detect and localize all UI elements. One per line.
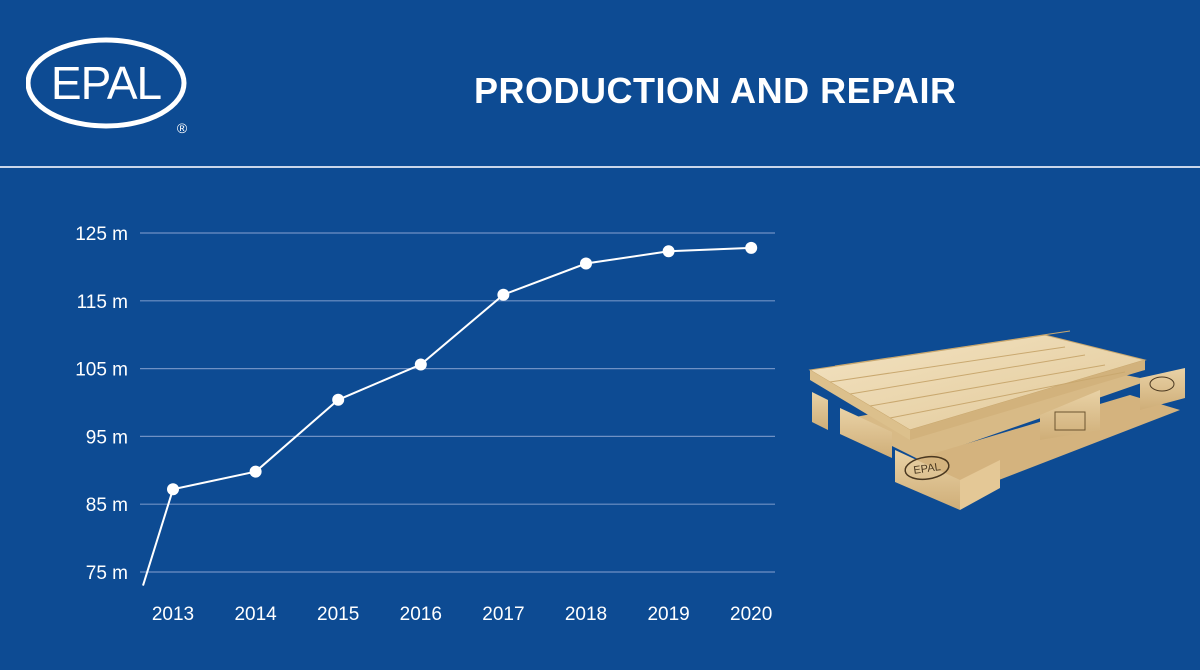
x-tick-label: 2014 [234, 604, 277, 625]
data-point [497, 288, 510, 301]
x-axis-labels: 2013 2014 2015 2016 2017 2018 2019 2020 [152, 604, 772, 625]
y-tick-label: 115 m [77, 292, 128, 313]
page-title: PRODUCTION AND REPAIR [474, 70, 957, 111]
x-tick-label: 2016 [400, 604, 442, 625]
header: EPAL ® PRODUCTION AND REPAIR [0, 0, 1200, 166]
pallet-stamp-text: EPAL [913, 461, 942, 477]
logo-text: EPAL [51, 57, 162, 109]
x-tick-label: 2018 [565, 604, 607, 625]
y-tick-label: 75 m [86, 563, 128, 584]
series-line [142, 246, 752, 586]
data-point [580, 257, 592, 270]
epal-logo: EPAL ® [26, 37, 188, 136]
header-divider [0, 166, 1200, 168]
grid-lines [140, 232, 775, 573]
x-tick-label: 2015 [317, 604, 359, 625]
data-point [332, 393, 345, 406]
data-point [414, 358, 427, 371]
y-axis-labels: 75 m 85 m 95 m 105 m 115 m 125 m [75, 224, 128, 584]
data-point [662, 245, 675, 258]
x-tick-label: 2019 [647, 604, 689, 625]
data-point [167, 483, 179, 496]
line-chart: 75 m 85 m 95 m 105 m 115 m 125 m 2013 2014 2015… [75, 224, 775, 625]
registered-mark: ® [177, 120, 188, 136]
y-tick-label: 125 m [75, 224, 128, 245]
y-tick-label: 105 m [75, 360, 128, 381]
data-point [249, 465, 262, 478]
x-tick-label: 2013 [152, 604, 194, 625]
series-line-path [142, 246, 752, 586]
data-point [745, 241, 758, 254]
pallet-image: EPAL [808, 330, 1185, 510]
x-tick-label: 2020 [730, 604, 772, 625]
y-tick-label: 95 m [86, 427, 128, 448]
series-points [167, 241, 758, 496]
y-tick-label: 85 m [86, 495, 128, 516]
x-tick-label: 2017 [482, 604, 524, 625]
